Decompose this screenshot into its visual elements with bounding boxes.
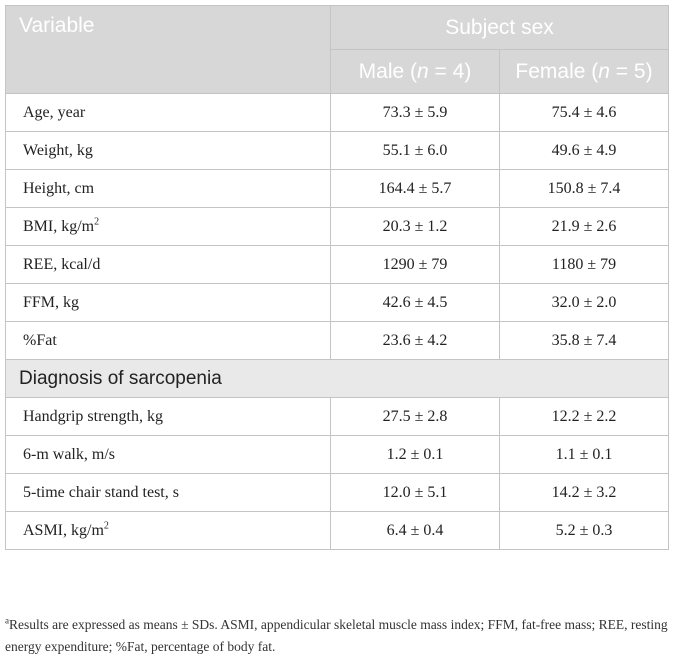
male-value: 12.0 ± 5.1: [330, 473, 500, 512]
table-row: Age, year 73.3 ± 5.9 75.4 ± 4.6: [5, 93, 669, 132]
row-label: FFM, kg: [5, 283, 331, 322]
male-value: 1.2 ± 0.1: [330, 435, 500, 474]
row-label: 6-m walk, m/s: [5, 435, 331, 474]
row-label-text: ASMI, kg/m: [23, 521, 104, 539]
male-value: 20.3 ± 1.2: [330, 207, 500, 246]
table-row: 6-m walk, m/s 1.2 ± 0.1 1.1 ± 0.1: [5, 435, 669, 474]
row-label: Height, cm: [5, 169, 331, 208]
male-header-prefix: Male (: [358, 59, 418, 83]
row-label: Handgrip strength, kg: [5, 397, 331, 436]
female-header-prefix: Female (: [515, 59, 599, 83]
male-value: 23.6 ± 4.2: [330, 321, 500, 360]
female-value: 5.2 ± 0.3: [499, 511, 669, 550]
section-title: Diagnosis of sarcopenia: [5, 359, 669, 398]
female-value: 21.9 ± 2.6: [499, 207, 669, 246]
female-value: 1180 ± 79: [499, 245, 669, 284]
female-value: 35.8 ± 7.4: [499, 321, 669, 360]
male-column-header: Male (n = 4): [330, 49, 500, 94]
male-value: 6.4 ± 0.4: [330, 511, 500, 550]
table-row: FFM, kg 42.6 ± 4.5 32.0 ± 2.0: [5, 283, 669, 322]
variable-header: Variable: [5, 5, 331, 94]
table-row: Height, cm 164.4 ± 5.7 150.8 ± 7.4: [5, 169, 669, 208]
female-value: 12.2 ± 2.2: [499, 397, 669, 436]
male-value: 55.1 ± 6.0: [330, 131, 500, 170]
female-header-n: n: [598, 59, 610, 83]
female-value: 32.0 ± 2.0: [499, 283, 669, 322]
row-label: BMI, kg/m2: [5, 207, 331, 246]
section-row: Diagnosis of sarcopenia: [5, 359, 669, 398]
row-label-superscript: 2: [103, 520, 109, 532]
footnote-marker: a: [5, 615, 9, 626]
row-label: %Fat: [5, 321, 331, 360]
row-label-text: BMI, kg/m: [23, 217, 95, 235]
subject-sex-header: Subject sex: [330, 5, 669, 50]
female-value: 1.1 ± 0.1: [499, 435, 669, 474]
characteristics-table: Variable Subject sex Male (n = 4) Female…: [5, 5, 669, 550]
footnote-text: Results are expressed as means ± SDs. AS…: [5, 617, 668, 654]
male-header-suffix: = 4): [428, 59, 472, 83]
female-header-suffix: = 5): [609, 59, 653, 83]
male-header-n: n: [417, 59, 429, 83]
female-value: 49.6 ± 4.9: [499, 131, 669, 170]
row-label: ASMI, kg/m2: [5, 511, 331, 550]
header-row-2: Male (n = 4) Female (n = 5): [6, 49, 669, 94]
male-value: 42.6 ± 4.5: [330, 283, 500, 322]
male-value: 164.4 ± 5.7: [330, 169, 500, 208]
male-value: 27.5 ± 2.8: [330, 397, 500, 436]
table-row: %Fat 23.6 ± 4.2 35.8 ± 7.4: [5, 321, 669, 360]
row-label-superscript: 2: [94, 216, 100, 228]
female-value: 75.4 ± 4.6: [499, 93, 669, 132]
table-row: BMI, kg/m2 20.3 ± 1.2 21.9 ± 2.6: [5, 207, 669, 246]
row-label: Age, year: [5, 93, 331, 132]
row-label: REE, kcal/d: [5, 245, 331, 284]
table-row: Weight, kg 55.1 ± 6.0 49.6 ± 4.9: [5, 131, 669, 170]
female-value: 150.8 ± 7.4: [499, 169, 669, 208]
male-value: 1290 ± 79: [330, 245, 500, 284]
row-label: 5-time chair stand test, s: [5, 473, 331, 512]
male-value: 73.3 ± 5.9: [330, 93, 500, 132]
table-row: 5-time chair stand test, s 12.0 ± 5.1 14…: [5, 473, 669, 512]
table-footnote: aResults are expressed as means ± SDs. A…: [5, 614, 668, 658]
female-column-header: Female (n = 5): [499, 49, 669, 94]
table-row: ASMI, kg/m2 6.4 ± 0.4 5.2 ± 0.3: [5, 511, 669, 550]
female-value: 14.2 ± 3.2: [499, 473, 669, 512]
table-row: REE, kcal/d 1290 ± 79 1180 ± 79: [5, 245, 669, 284]
header-row-1: Variable Subject sex: [5, 5, 669, 94]
row-label: Weight, kg: [5, 131, 331, 170]
table-row: Handgrip strength, kg 27.5 ± 2.8 12.2 ± …: [5, 397, 669, 436]
